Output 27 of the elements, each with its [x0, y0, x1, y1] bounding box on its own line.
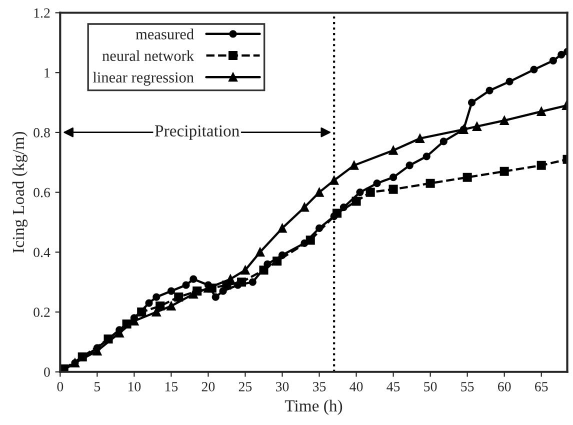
x-tick-label: 20 [202, 382, 215, 392]
y-tick-label: 0.8 [34, 128, 50, 138]
annotation: Precipitation [155, 125, 240, 140]
x-tick-label: 15 [165, 382, 178, 392]
x-tick-label: 65 [535, 382, 548, 392]
x-tick-label: 10 [128, 382, 141, 392]
y-tick-label: 1 [44, 68, 50, 78]
y-tick-label: 0.4 [34, 248, 50, 258]
legend-label: neural network [102, 50, 194, 61]
y-tick-label: 0 [44, 367, 50, 377]
x-tick-label: 25 [238, 382, 252, 392]
legend-label: linear regression [92, 72, 194, 86]
y-tick-label: 0.2 [34, 308, 50, 318]
y-tick-label: 0.6 [34, 188, 50, 198]
x-tick-label: 60 [498, 382, 511, 392]
x-tick-label: 40 [350, 382, 363, 392]
x-tick-label: 55 [461, 382, 474, 392]
x-tick-label: 30 [276, 382, 289, 392]
x-tick-label: 5 [94, 382, 100, 392]
x-tick-label: 50 [424, 382, 437, 392]
legend-label: measured [136, 28, 194, 40]
x-tick-label: 0 [57, 382, 64, 392]
x-axis-title: Time (h) [284, 400, 342, 415]
x-tick-label: 35 [312, 382, 326, 392]
y-axis-title: Icing Load (kg/m) [12, 132, 28, 253]
x-tick-label: 45 [386, 382, 400, 392]
y-tick-label: 1.2 [34, 8, 50, 18]
